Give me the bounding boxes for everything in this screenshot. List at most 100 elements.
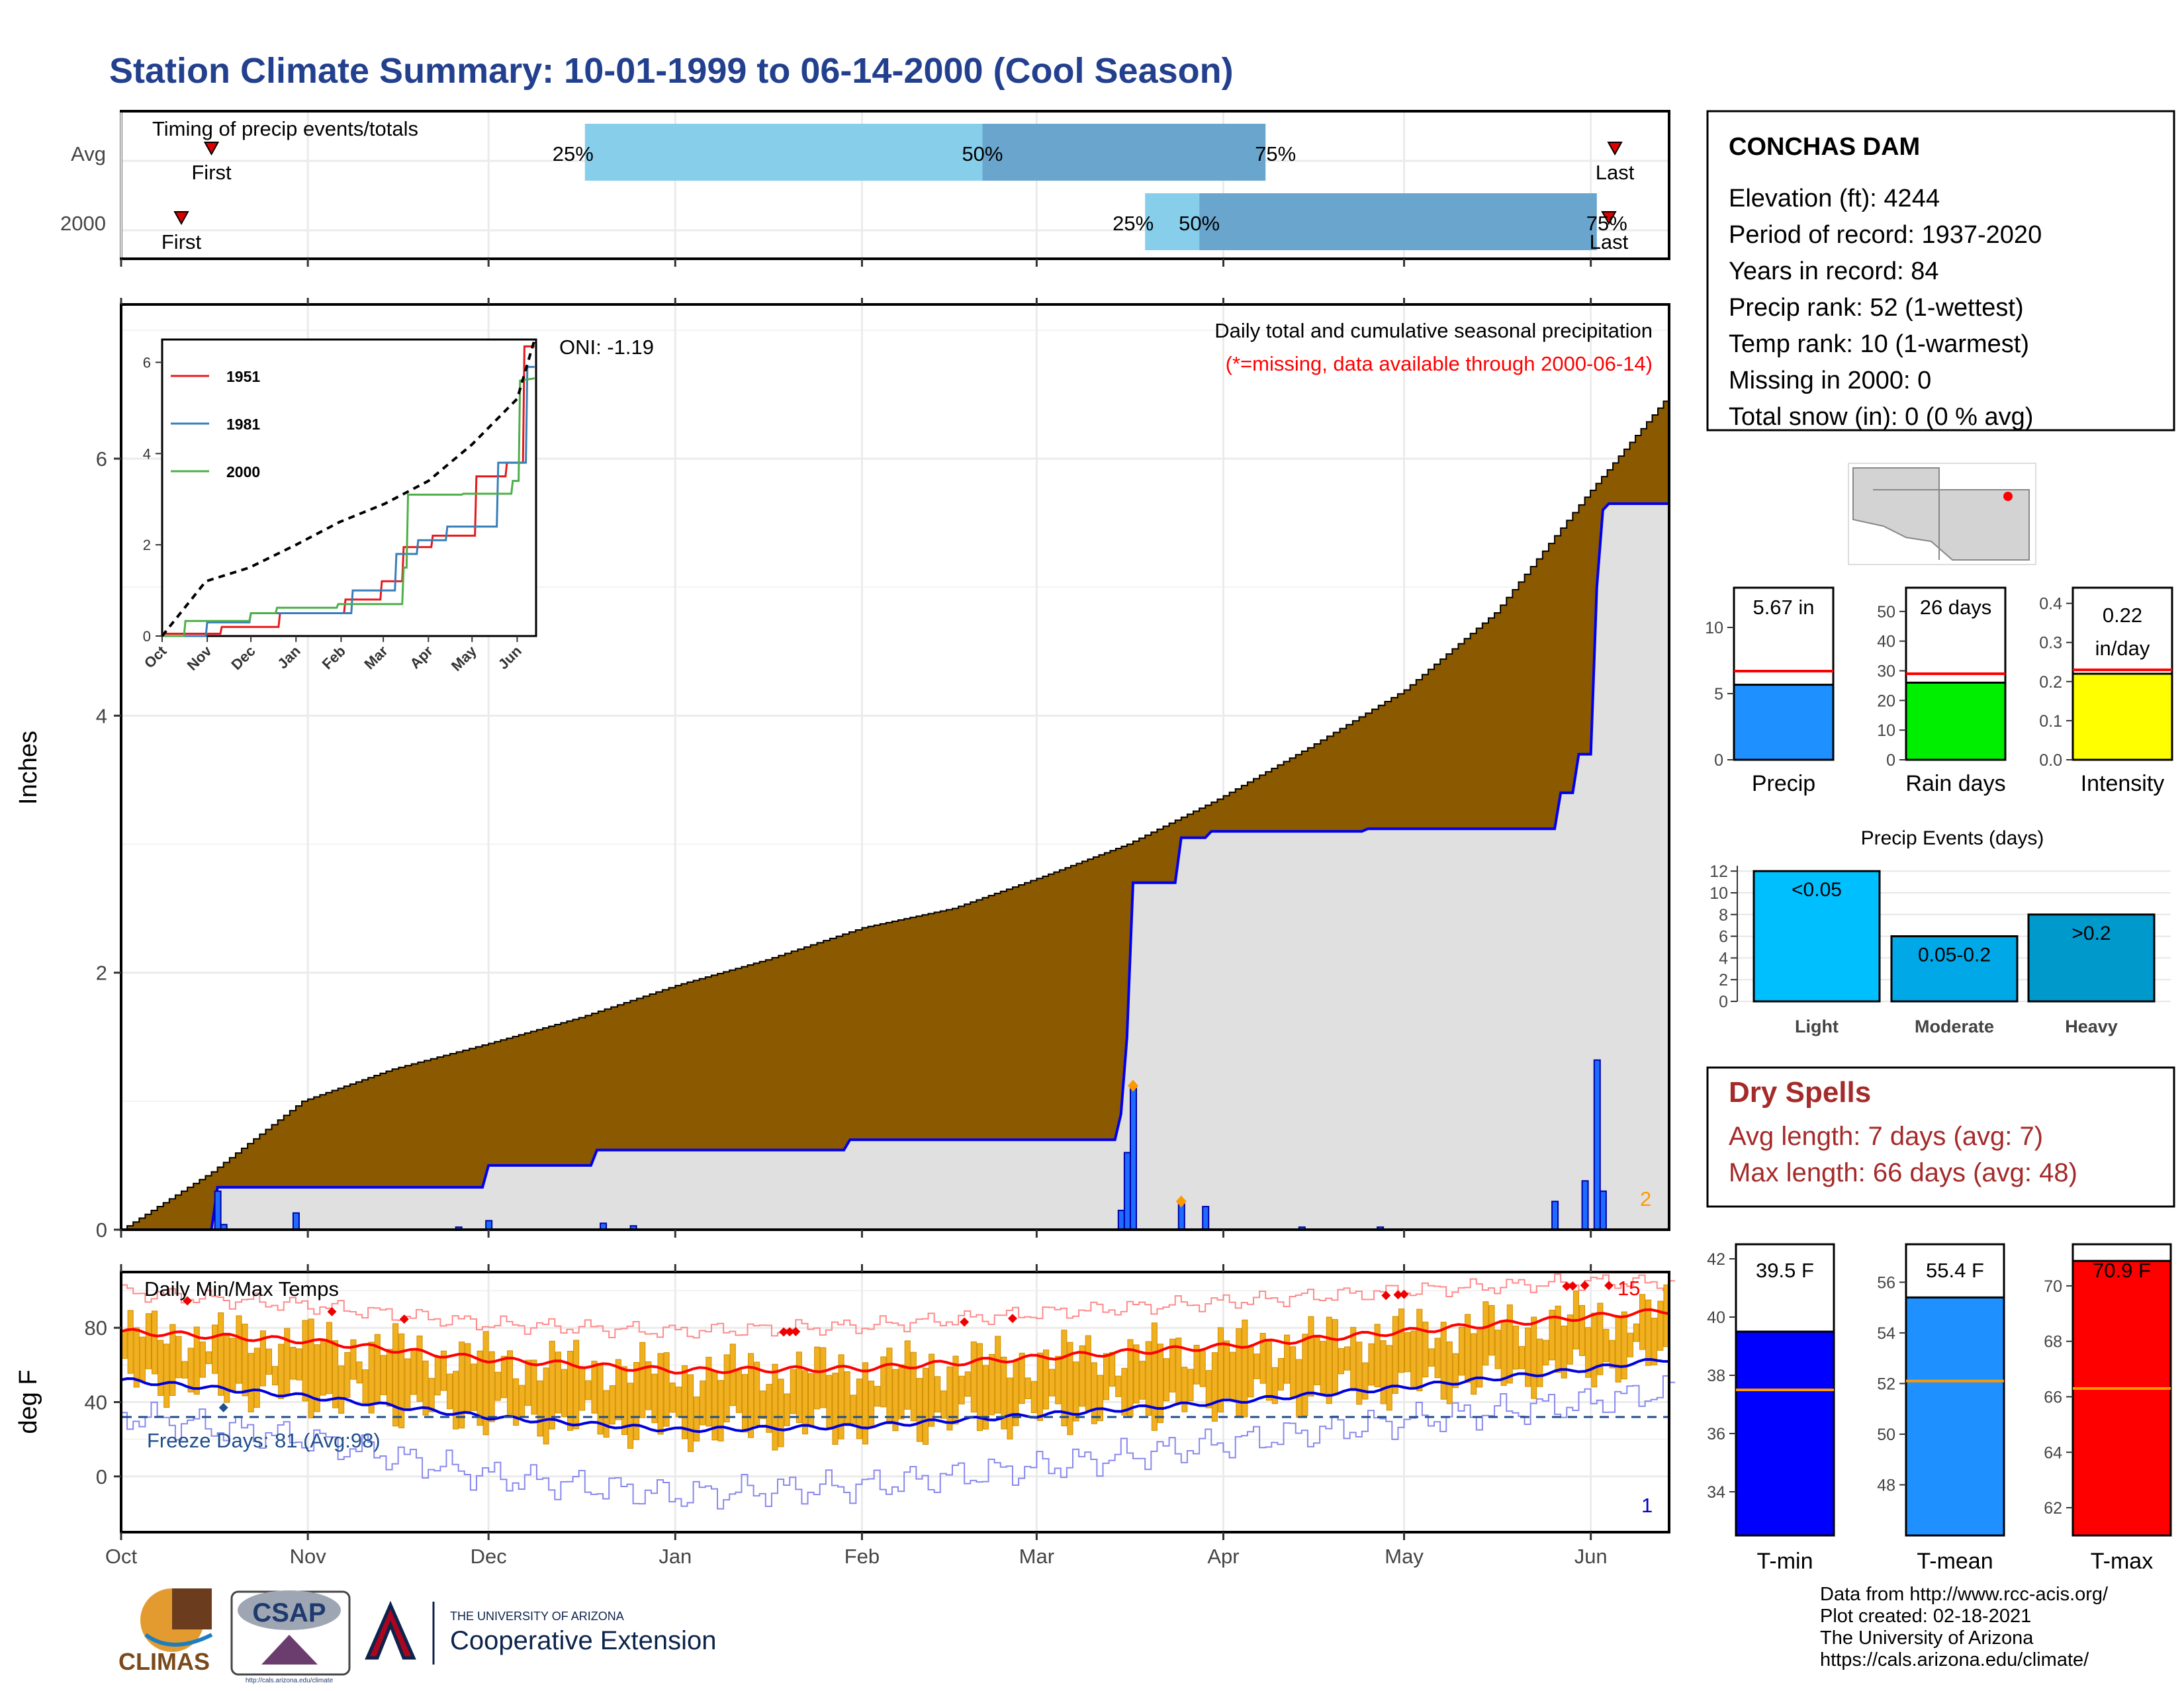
daily-temp-bar (1531, 1316, 1537, 1399)
daily-temp-bar (694, 1396, 700, 1441)
tmean-y-tick-label: 56 (1877, 1273, 1895, 1292)
daily-temp-bar (471, 1363, 477, 1411)
daily-temp-bar (488, 1351, 495, 1422)
daily-temp-bar (856, 1378, 862, 1440)
timing-p50-label: 50% (962, 142, 1003, 165)
intensity-value-label: 0.22 (2103, 604, 2142, 627)
daily-temp-bar (1296, 1359, 1302, 1418)
daily-temp-bar (1651, 1318, 1658, 1365)
daily-temp-bar (1512, 1325, 1519, 1370)
daily-temp-bar (181, 1361, 188, 1379)
daily-temp-bar (1578, 1304, 1586, 1356)
daily-temp-bar (1248, 1346, 1254, 1398)
daily-temp-bar (705, 1357, 712, 1427)
daily-temp-bar (392, 1323, 399, 1427)
daily-temp-bar (1199, 1350, 1206, 1387)
temp-y-tick-label: 40 (85, 1391, 107, 1414)
inset-legend-label: 1981 (226, 416, 260, 433)
tmin-bar (1735, 1330, 1835, 1537)
intensity-y-tick-label: 0.4 (2039, 595, 2062, 614)
timing-first-label: First (161, 230, 202, 253)
daily-temp-bar (482, 1331, 489, 1436)
station-info-line: Total snow (in): 0 (0 % avg) (1729, 403, 2033, 431)
rain-days-value-label: 26 days (1920, 596, 1992, 619)
record-high-marker (183, 1296, 193, 1306)
daily-temp-bar (1471, 1333, 1477, 1395)
precip-y-tick-label: 5 (1714, 685, 1723, 704)
timing-bar-q3 (982, 124, 1266, 181)
daily-temp-bar (212, 1324, 218, 1374)
rain-days-y-tick-label: 20 (1877, 692, 1895, 710)
precip-summary-bars: 0 5 10 Precip 5.67 in 0 10 20 30 40 50 Rain days 26 … (1705, 586, 2173, 796)
timing-panel: 25% 50% 75% First Last 25% 50% 75% First Last Tim… (60, 110, 1670, 260)
daily-precip-bar (1123, 1152, 1131, 1230)
daily-temp-bar (1145, 1341, 1152, 1416)
main-subtitle: (*=missing, data available through 2000-… (1226, 352, 1653, 375)
daily-temp-bar (356, 1361, 363, 1384)
daily-temp-bar (567, 1351, 574, 1431)
tmax-bar (2071, 1259, 2172, 1537)
month-label: Jun (1574, 1545, 1608, 1568)
intensity-label: Intensity (2081, 771, 2165, 796)
event-bar-heavy (2027, 913, 2156, 1003)
daily-temp-bar (1615, 1316, 1621, 1383)
daily-temp-bar (253, 1348, 260, 1408)
cumulative-2000-line (121, 502, 1669, 1231)
record-high-marker (1568, 1281, 1578, 1291)
temp-y-tick-label: 80 (85, 1316, 107, 1340)
csap-url: http://cals.arizona.edu/climate (246, 1677, 334, 1684)
daily-temp-bar (525, 1359, 531, 1406)
daily-temp-bar (1609, 1340, 1615, 1369)
tmax-y-tick-label: 62 (2044, 1499, 2062, 1518)
daily-temp-bar (1537, 1338, 1543, 1387)
daily-temp-bar (892, 1369, 899, 1432)
station-location-dot (2003, 492, 2013, 501)
daily-precip-bar (1117, 1209, 1125, 1230)
daily-temp-bar (368, 1342, 375, 1414)
daily-temp-bar (175, 1336, 182, 1379)
daily-temp-bar (344, 1351, 351, 1398)
daily-temp-bar (1356, 1342, 1363, 1405)
event-bar-moderate (1890, 935, 2019, 1003)
tmean-y-tick-label: 52 (1877, 1375, 1895, 1393)
daily-temp-bar (934, 1376, 941, 1413)
rain-days-y-tick-label: 30 (1877, 663, 1895, 681)
timing-p75-label: 75% (1255, 142, 1296, 165)
flag-marker (1175, 1195, 1187, 1208)
record-high-marker (1381, 1291, 1391, 1301)
precip-bar (1733, 684, 1835, 761)
daily-temp-bar (152, 1310, 158, 1375)
daily-precip-bar (292, 1212, 300, 1230)
timing-row-label-avg: Avg (71, 142, 106, 165)
dry-spells-title: Dry Spells (1729, 1076, 1871, 1109)
daily-temp-bar (964, 1371, 971, 1397)
main-y-tick-label: 2 (96, 962, 107, 985)
daily-temp-bar (1392, 1316, 1398, 1394)
daily-temp-bar (651, 1373, 658, 1424)
csap-logo-text: CSAP (252, 1598, 326, 1627)
daily-temp-bar (1404, 1332, 1411, 1373)
flag-marker (1127, 1079, 1138, 1092)
tmin-y-tick-label: 40 (1707, 1308, 1725, 1327)
dry-spells-box: Dry Spells Avg length: 7 days (avg: 7) M… (1706, 1066, 2175, 1208)
precip-events-panel: Precip Events (days) 0 2 4 6 8 10 12 <0.05 Light… (1709, 827, 2171, 1036)
station-info-line: Years in record: 84 (1729, 257, 1939, 285)
daily-temp-bar (236, 1315, 242, 1384)
daily-temp-bar (748, 1353, 754, 1438)
credit-line: Plot created: 02-18-2021 (1820, 1606, 2031, 1627)
month-label: Feb (844, 1545, 880, 1568)
daily-temp-bar (995, 1336, 1001, 1414)
events-y-tick-label: 4 (1719, 949, 1728, 968)
daily-temp-bar (681, 1365, 688, 1440)
inset-series-line-2000 (162, 377, 535, 637)
daily-temp-bar (1205, 1370, 1212, 1408)
temp-title: Daily Min/Max Temps (144, 1277, 339, 1301)
daily-temp-bar (1284, 1334, 1291, 1384)
daily-temp-bar (1224, 1340, 1230, 1398)
daily-temp-bar (772, 1363, 778, 1451)
events-y-tick-label: 10 (1709, 884, 1728, 903)
daily-temp-bar (1465, 1314, 1471, 1383)
daily-temp-bar (1362, 1362, 1369, 1400)
tmean-y-tick-label: 54 (1877, 1324, 1895, 1343)
